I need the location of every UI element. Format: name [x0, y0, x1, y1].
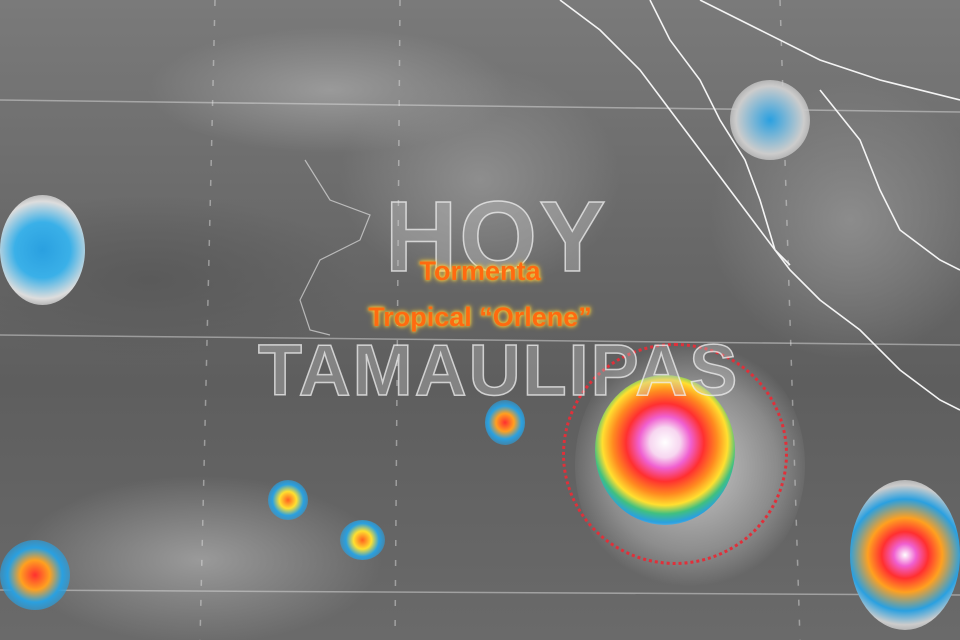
coastline — [559, 0, 960, 411]
watermark-hoy: HOY — [384, 180, 608, 294]
latitude-line — [0, 334, 960, 346]
storm-cell — [485, 400, 525, 445]
cloud-cluster — [730, 80, 810, 160]
storm-cell — [850, 480, 960, 630]
storm-highlight-circle — [562, 343, 788, 565]
latitude-line — [0, 99, 960, 113]
longitude-line — [779, 0, 801, 640]
storm-cell — [268, 480, 308, 520]
longitude-line — [199, 0, 216, 640]
watermark-tamaulipas: TAMAULIPAS — [257, 330, 740, 412]
latitude-line — [0, 589, 960, 596]
longitude-line — [394, 0, 401, 640]
annotation-line1: Tormenta — [419, 256, 541, 286]
annotation-line2: Tropical “Orlene” — [368, 302, 592, 332]
storm-cell — [0, 540, 70, 610]
state-outline — [299, 159, 371, 336]
cloud-cluster — [0, 195, 85, 305]
storm-cell — [340, 520, 385, 560]
